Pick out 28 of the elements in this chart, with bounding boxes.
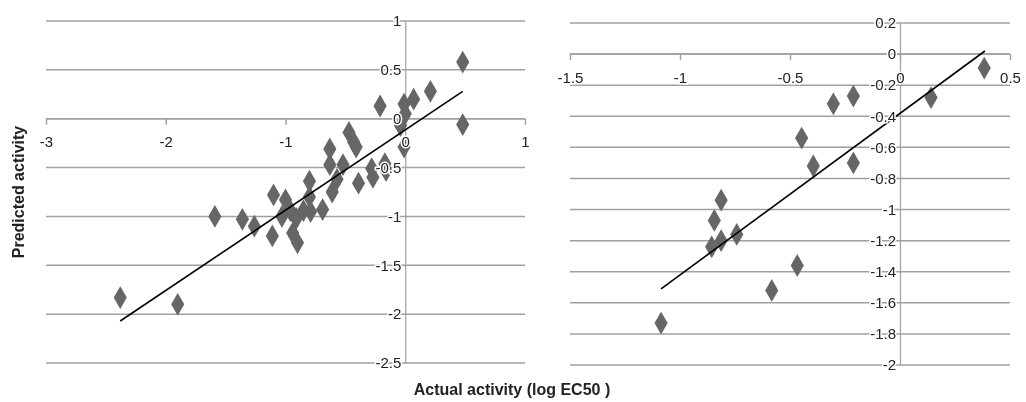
x-tick-label: -0.5: [777, 68, 804, 86]
y-tick-label: -0.5: [375, 158, 402, 176]
y-tick-label: -2: [882, 356, 896, 374]
y-tick-label: -1.2: [870, 231, 896, 249]
y-tick-label: 1: [392, 12, 402, 30]
x-tick-label: -2: [159, 133, 173, 151]
x-tick-label: 1: [521, 133, 530, 151]
x-tick-label: -1: [279, 133, 293, 151]
y-tick-label: -2.5: [375, 354, 402, 372]
y-tick-label: -1: [882, 200, 896, 218]
y-tick-label: -0.4: [870, 107, 896, 125]
y-tick-label: -1.5: [375, 256, 402, 274]
x-tick-label: -1.5: [557, 68, 584, 86]
y-tick-label: 0: [887, 45, 896, 63]
x-tick-label: -1: [673, 68, 688, 86]
y-tick-label: -1.8: [870, 325, 896, 343]
y-tick-label: -1.4: [870, 263, 896, 281]
x-axis-title: Actual activity (log EC50 ): [413, 381, 611, 398]
y-axis-title: Predicted activity: [10, 125, 27, 259]
y-tick-label: -0.6: [870, 138, 896, 156]
x-tick-label: 0.5: [1000, 68, 1021, 86]
y-tick-label: -1.6: [870, 294, 896, 312]
y-tick-label: -1: [387, 207, 402, 225]
y-tick-label: -0.8: [870, 169, 896, 187]
x-tick-label: -3: [39, 133, 54, 151]
y-tick-label: -0.2: [870, 76, 896, 94]
y-tick-label: 0.2: [875, 14, 896, 32]
y-tick-label: -2: [387, 305, 402, 323]
